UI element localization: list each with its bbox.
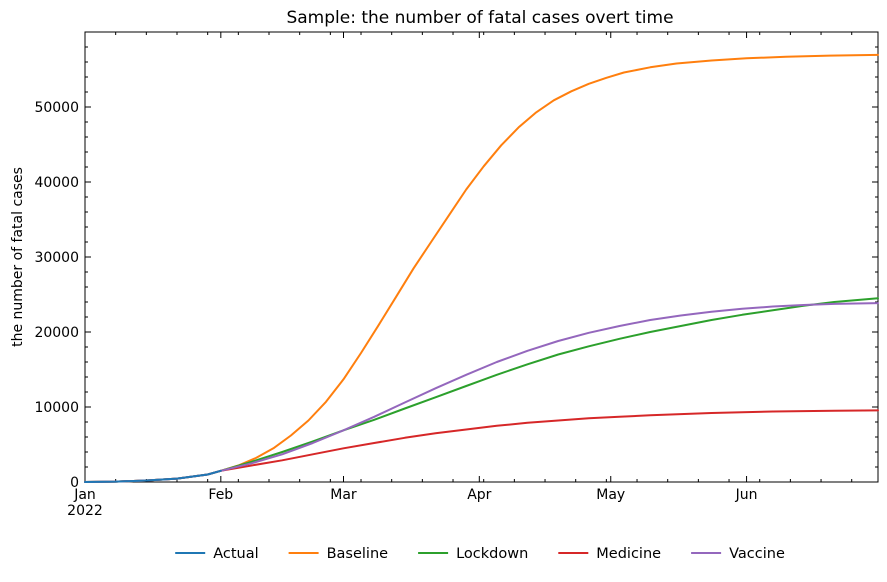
legend: Actual Baseline Lockdown Medicine Vaccine bbox=[175, 546, 785, 562]
legend-item-medicine: Medicine bbox=[558, 546, 661, 562]
legend-label: Medicine bbox=[596, 546, 661, 562]
legend-label: Actual bbox=[213, 546, 258, 562]
y-tick-label: 20000 bbox=[34, 325, 79, 341]
y-tick-label: 30000 bbox=[34, 250, 79, 266]
series-line-baseline bbox=[84, 53, 879, 483]
y-tick-label: 40000 bbox=[34, 175, 79, 191]
legend-item-vaccine: Vaccine bbox=[691, 546, 785, 562]
legend-label: Baseline bbox=[327, 546, 389, 562]
y-tick-label: 0 bbox=[70, 475, 79, 491]
plot-area: 0 10000 20000 30000 40000 50000 Jan Feb Mar Apr Ma… bbox=[34, 31, 879, 519]
series-line-medicine bbox=[84, 409, 879, 483]
legend-label: Lockdown bbox=[456, 546, 528, 562]
x-year-label: 2022 bbox=[67, 503, 103, 519]
series-line-actual bbox=[84, 469, 222, 483]
x-tick-label: May bbox=[596, 487, 625, 503]
x-tick-label: Apr bbox=[467, 487, 491, 503]
plot-frame bbox=[84, 31, 879, 483]
series-line-lockdown bbox=[84, 297, 879, 483]
y-tick-label: 10000 bbox=[34, 400, 79, 416]
x-tick-label: Jan bbox=[73, 487, 96, 503]
legend-item-lockdown: Lockdown bbox=[418, 546, 528, 562]
legend-item-baseline: Baseline bbox=[288, 546, 389, 562]
legend-label: Vaccine bbox=[729, 546, 785, 562]
x-tick-label: Jun bbox=[735, 487, 758, 503]
y-tick-label: 50000 bbox=[34, 100, 79, 116]
legend-item-actual: Actual bbox=[175, 546, 259, 562]
series-line-vaccine bbox=[84, 302, 879, 483]
x-tick-label: Feb bbox=[208, 487, 233, 503]
x-tick-label: Mar bbox=[330, 487, 357, 503]
chart-title: Sample: the number of fatal cases overt … bbox=[286, 8, 673, 28]
y-axis-label: the number of fatal cases bbox=[10, 167, 26, 347]
